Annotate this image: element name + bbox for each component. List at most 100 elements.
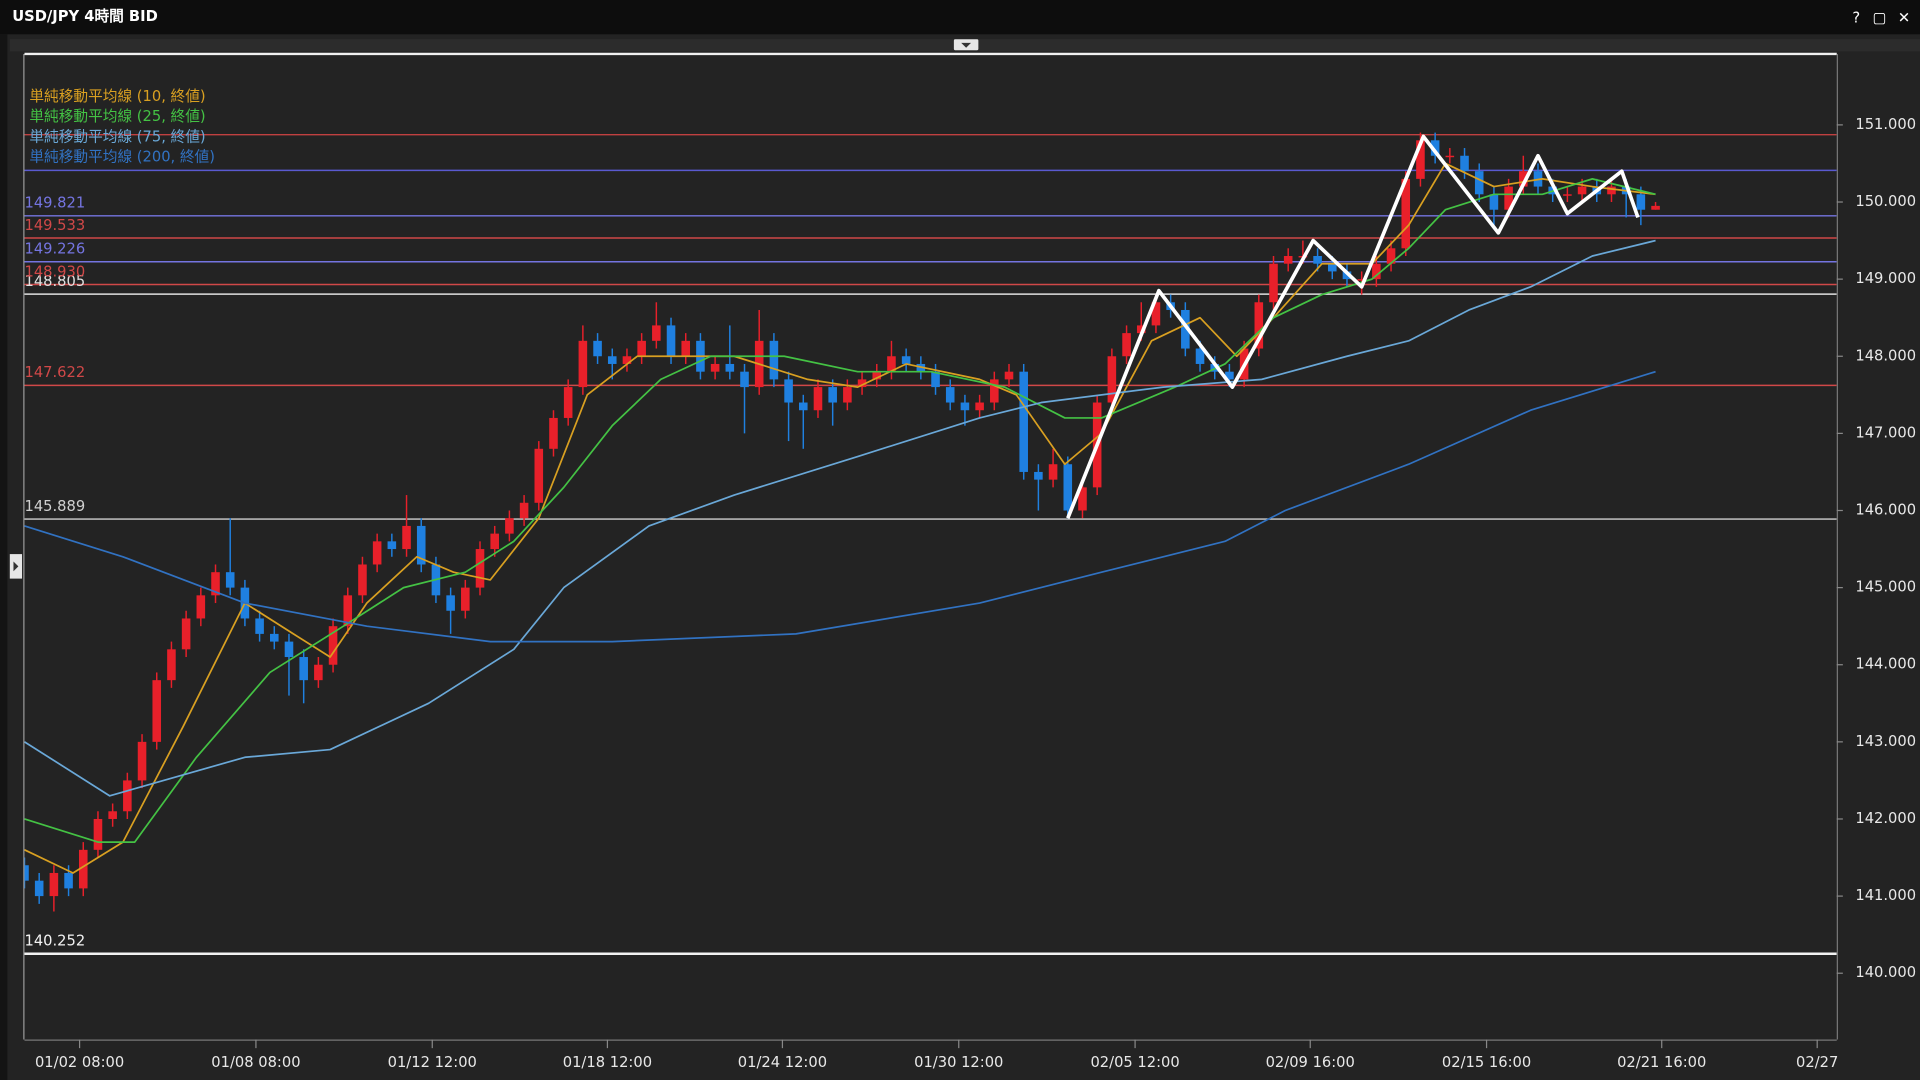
- candle-body: [534, 448, 544, 503]
- candle-body: [710, 363, 720, 372]
- candle-body: [960, 402, 970, 411]
- maximize-button[interactable]: ▢: [1873, 9, 1887, 26]
- x-tick-label: 02/21 16:00: [1617, 1054, 1706, 1071]
- x-tick-label: 01/02 08:00: [35, 1054, 124, 1071]
- candle-body: [1254, 302, 1264, 349]
- level-label: 140.252: [24, 933, 85, 950]
- y-tick-label: 144.000: [1855, 656, 1916, 673]
- candle-body: [123, 780, 132, 812]
- y-tick-label: 142.000: [1855, 810, 1916, 827]
- close-button[interactable]: ✕: [1898, 9, 1910, 26]
- candle-body: [446, 595, 455, 611]
- y-tick-label: 143.000: [1855, 733, 1916, 750]
- y-tick-label: 145.000: [1855, 579, 1916, 596]
- candle-body: [1063, 464, 1073, 511]
- candle-body: [637, 340, 646, 357]
- candle-body: [34, 880, 44, 897]
- overlay: 140.000 141.000 142.000 143.000 144.000 145.0…: [24, 88, 1916, 1071]
- candle-body: [1181, 309, 1190, 349]
- candle-body: [607, 356, 617, 364]
- candle-body: [1136, 325, 1146, 334]
- candle-body: [990, 379, 999, 403]
- candle-body: [93, 818, 103, 850]
- candle-body: [372, 541, 382, 565]
- x-tick-label: 01/30 12:00: [914, 1054, 1003, 1071]
- candle-body: [1504, 186, 1513, 210]
- plot-area: [24, 132, 1837, 956]
- candle-body: [1607, 186, 1616, 195]
- candle-body: [784, 379, 793, 403]
- candle-body: [769, 340, 779, 380]
- x-tick-label: 01/08 08:00: [211, 1054, 300, 1071]
- level-label: 145.889: [24, 498, 85, 515]
- candle-body: [1445, 155, 1455, 158]
- x-tick-label: 02/09 16:00: [1266, 1054, 1355, 1071]
- candle-body: [299, 657, 308, 681]
- candle-body: [1004, 371, 1014, 380]
- level-label: 148.930: [24, 263, 85, 280]
- candle-body: [196, 595, 206, 619]
- candle-body: [328, 626, 338, 665]
- candle-body: [284, 641, 294, 658]
- moving-average-line: [24, 239, 1656, 797]
- candle-body: [1122, 333, 1131, 357]
- candle-body: [1430, 140, 1440, 156]
- candle-body: [1460, 155, 1469, 172]
- candle-body: [402, 525, 411, 550]
- y-tick-label: 141.000: [1855, 887, 1916, 904]
- candle-body: [225, 572, 235, 588]
- candle-body: [255, 618, 264, 634]
- level-label: 149.226: [24, 240, 85, 257]
- candle-body: [1034, 471, 1043, 480]
- candle-body: [1577, 186, 1587, 195]
- candle-body: [167, 649, 176, 681]
- moving-average-line: [24, 178, 1656, 843]
- candle-body: [270, 633, 279, 642]
- candle-body: [1519, 171, 1528, 187]
- candle-body: [1636, 194, 1646, 210]
- candle-body: [593, 340, 602, 357]
- candle-body: [1225, 371, 1234, 380]
- level-label: 149.533: [24, 217, 85, 234]
- candle-body: [1107, 356, 1117, 403]
- candle-body: [475, 549, 485, 588]
- candle-body: [1048, 464, 1058, 480]
- candle-body: [872, 371, 882, 380]
- candle-body: [49, 872, 59, 897]
- legend-entry: 単純移動平均線 (25, 終値): [29, 108, 205, 125]
- level-label: 149.821: [24, 195, 85, 212]
- moving-average-line: [24, 162, 1656, 874]
- candle-body: [64, 872, 73, 889]
- candle-body: [887, 356, 896, 372]
- y-tick-label: 149.000: [1855, 270, 1916, 287]
- candle-body: [828, 387, 837, 403]
- candle-body: [343, 595, 353, 627]
- candle-body: [681, 340, 691, 357]
- candle-body: [358, 564, 367, 596]
- candle-body: [901, 356, 911, 364]
- candle-body: [1357, 279, 1366, 281]
- candle-body: [78, 849, 88, 889]
- y-tick-label: 148.000: [1855, 347, 1916, 364]
- legend-entry: 単純移動平均線 (75, 終値): [29, 128, 205, 145]
- help-button[interactable]: ?: [1852, 9, 1860, 26]
- candle-body: [181, 618, 191, 650]
- candle-body: [975, 402, 984, 411]
- candle-body: [519, 502, 529, 519]
- candle-body: [490, 533, 499, 550]
- candle-body: [314, 664, 323, 681]
- candle-body: [1401, 178, 1411, 249]
- candle-body: [108, 811, 117, 819]
- level-label: 148.805: [24, 273, 85, 290]
- candle-body: [799, 402, 808, 411]
- left-edge: [0, 34, 8, 1080]
- candle-body: [387, 541, 397, 550]
- x-tick-label: 01/24 12:00: [738, 1054, 827, 1071]
- candle-body: [563, 387, 573, 418]
- trend-drawing: [1066, 134, 1640, 519]
- x-tick-label: 02/27: [1796, 1054, 1838, 1071]
- collapse-icon: [961, 42, 972, 48]
- legend-entry: 単純移動平均線 (200, 終値): [29, 149, 215, 166]
